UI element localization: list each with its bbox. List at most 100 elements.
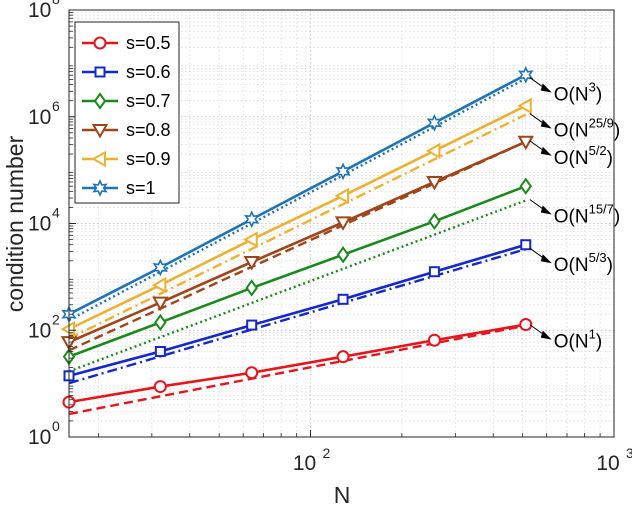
y-tick-exponent: 4 bbox=[52, 205, 60, 221]
annotation-exponent: 25/9 bbox=[589, 116, 614, 131]
series-line bbox=[68, 73, 527, 316]
legend-marker bbox=[92, 179, 108, 197]
data-point bbox=[152, 258, 169, 277]
annotation-exponent: 1 bbox=[589, 327, 596, 342]
data-point bbox=[520, 239, 532, 251]
y-tick-label: 10 bbox=[28, 0, 51, 22]
minor-grid bbox=[69, 10, 614, 437]
legend-label: s=0.8 bbox=[126, 120, 171, 140]
annotation-close-paren: ) bbox=[614, 206, 620, 227]
legend-label: s=0.9 bbox=[126, 149, 171, 169]
x-axis-title: N bbox=[334, 482, 351, 508]
x-tick-label: 10 bbox=[596, 452, 619, 475]
annotation-arrow-head bbox=[540, 146, 552, 156]
tick-labels: 102103100102104106108 bbox=[28, 0, 632, 475]
series-line bbox=[68, 104, 527, 331]
annotation-exponent: 3 bbox=[589, 80, 596, 95]
x-tick-label: 10 bbox=[293, 452, 316, 475]
data-point bbox=[154, 313, 167, 332]
annotation-close-paren: ) bbox=[607, 255, 613, 276]
data-point bbox=[518, 65, 534, 84]
annotation-label: O(N bbox=[554, 332, 589, 353]
y-tick-label: 10 bbox=[28, 319, 51, 342]
legend-marker bbox=[91, 150, 106, 168]
annotation-arrow-shaft bbox=[529, 247, 545, 259]
series-line bbox=[68, 140, 527, 344]
data-point bbox=[154, 345, 166, 357]
y-tick-exponent: 6 bbox=[52, 98, 60, 114]
reference-line bbox=[68, 113, 527, 340]
data-point bbox=[428, 266, 440, 278]
data-point bbox=[426, 113, 443, 132]
series-line bbox=[68, 184, 527, 358]
data-point bbox=[337, 293, 349, 305]
legend-label: s=1 bbox=[126, 178, 156, 198]
reference-lines bbox=[68, 77, 527, 416]
series-line bbox=[68, 243, 527, 378]
annotation-label: O(N bbox=[554, 148, 589, 169]
legend-marker bbox=[93, 92, 107, 110]
annotation-arrow-shaft bbox=[529, 113, 545, 124]
axis-ticks bbox=[69, 9, 615, 438]
annotation-arrow-shaft bbox=[529, 140, 545, 152]
y-tick-label: 10 bbox=[28, 106, 51, 129]
data-point bbox=[245, 279, 258, 297]
legend-label: s=0.5 bbox=[126, 33, 171, 53]
y-tick-exponent: 0 bbox=[52, 418, 60, 434]
data-point bbox=[152, 296, 169, 312]
annotation-arrow-head bbox=[540, 83, 552, 93]
data-point bbox=[246, 319, 258, 331]
series-lines bbox=[68, 73, 527, 404]
annotation-close-paren: ) bbox=[596, 85, 602, 106]
legend: s=0.5 s=0.6 s=0.7 s=0.8 s=0.9 s=1 bbox=[74, 21, 180, 204]
annotation-label: O(N bbox=[554, 121, 589, 142]
reference-line bbox=[68, 77, 527, 322]
annotation-arrow-head bbox=[540, 119, 552, 129]
annotation-exponent: 15/7 bbox=[589, 201, 614, 216]
y-tick-exponent: 2 bbox=[52, 311, 60, 327]
annotation-label: O(N bbox=[554, 255, 589, 276]
legend-label: s=0.6 bbox=[126, 62, 171, 82]
data-point bbox=[517, 135, 534, 151]
legend-marker bbox=[91, 124, 109, 139]
annotation-arrow-head bbox=[540, 330, 552, 340]
data-point bbox=[334, 187, 350, 205]
y-axis-title: condition number bbox=[2, 135, 28, 312]
data-point bbox=[245, 366, 259, 380]
annotation-arrow-head bbox=[540, 254, 552, 264]
annotation-label: O(N bbox=[554, 85, 589, 106]
data-point bbox=[153, 380, 167, 394]
legend-box bbox=[74, 21, 180, 204]
slope-annotations: O(N 1)O(N 5/3)O(N 15/7)O(N 5/2)O(N 25/9)O(N 3) bbox=[529, 77, 620, 353]
y-tick-exponent: 8 bbox=[52, 0, 60, 7]
legend-marker bbox=[94, 66, 106, 78]
y-tick-label: 10 bbox=[28, 426, 51, 449]
x-tick-exponent: 2 bbox=[323, 445, 331, 461]
data-point bbox=[244, 210, 260, 229]
annotation-close-paren: ) bbox=[596, 332, 602, 353]
reference-line bbox=[68, 199, 527, 373]
data-point bbox=[151, 276, 167, 294]
annotation-close-paren: ) bbox=[607, 148, 613, 169]
reference-line bbox=[68, 324, 526, 416]
annotation-exponent: 5/2 bbox=[589, 143, 607, 158]
series-line bbox=[68, 323, 526, 404]
data-point bbox=[517, 97, 532, 115]
annotation-arrow-head bbox=[540, 205, 552, 215]
x-tick-exponent: 3 bbox=[626, 445, 632, 461]
data-point bbox=[519, 177, 533, 195]
data-point bbox=[335, 162, 351, 181]
legend-label: s=0.7 bbox=[126, 91, 171, 111]
data-point bbox=[336, 350, 350, 364]
annotation-label: O(N bbox=[554, 206, 589, 227]
data-point bbox=[243, 255, 260, 271]
data-point bbox=[426, 175, 443, 191]
data-point bbox=[336, 246, 350, 264]
annotation-exponent: 5/3 bbox=[589, 250, 607, 265]
annotation-arrow-shaft bbox=[529, 77, 545, 88]
data-point bbox=[243, 231, 258, 248]
legend-marker bbox=[93, 36, 107, 50]
annotation-close-paren: ) bbox=[614, 121, 620, 142]
data-point bbox=[519, 318, 533, 332]
